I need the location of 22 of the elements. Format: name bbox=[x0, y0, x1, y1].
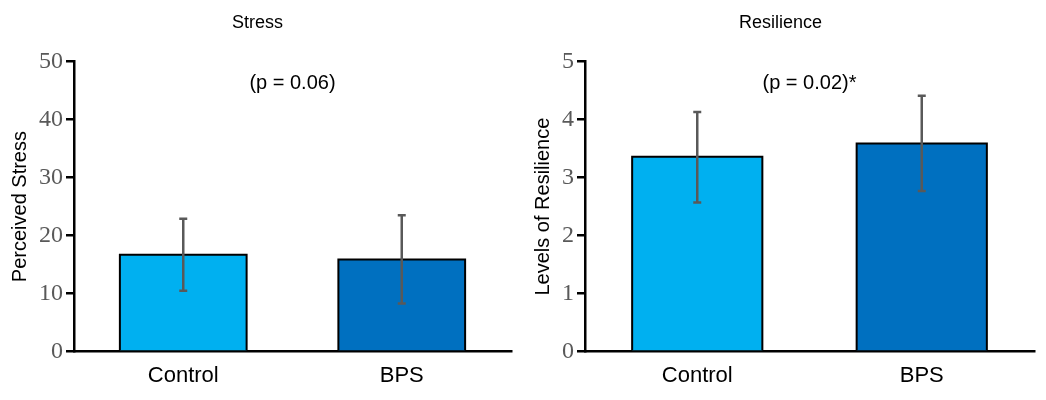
y-tick-label: 50 bbox=[39, 46, 63, 73]
y-tick-label: 0 bbox=[562, 336, 574, 363]
y-tick-label: 5 bbox=[562, 46, 574, 73]
chart-title: Resilience bbox=[738, 11, 823, 32]
chart-title: Stress bbox=[231, 11, 284, 32]
y-tick-label: 3 bbox=[562, 162, 574, 189]
y-axis-title: Levels of Resilience bbox=[530, 117, 553, 296]
y-tick-label: 30 bbox=[39, 162, 63, 189]
x-tick-label: BPS bbox=[379, 361, 424, 387]
x-tick-label: Control bbox=[147, 361, 219, 387]
y-tick-label: 0 bbox=[51, 336, 63, 363]
y-tick-label: 40 bbox=[39, 104, 63, 131]
annotation: (p = 0.02)* bbox=[762, 71, 857, 94]
annotation: (p = 0.06) bbox=[249, 71, 336, 94]
x-tick-label: Control bbox=[661, 361, 733, 387]
y-tick-label: 10 bbox=[39, 278, 63, 305]
y-tick-label: 2 bbox=[562, 220, 574, 247]
y-axis-title: Perceived Stress bbox=[7, 131, 30, 283]
x-tick-label: BPS bbox=[899, 361, 944, 387]
y-tick-label: 1 bbox=[562, 278, 574, 305]
y-tick-label: 4 bbox=[562, 104, 574, 131]
y-tick-label: 20 bbox=[39, 220, 63, 247]
